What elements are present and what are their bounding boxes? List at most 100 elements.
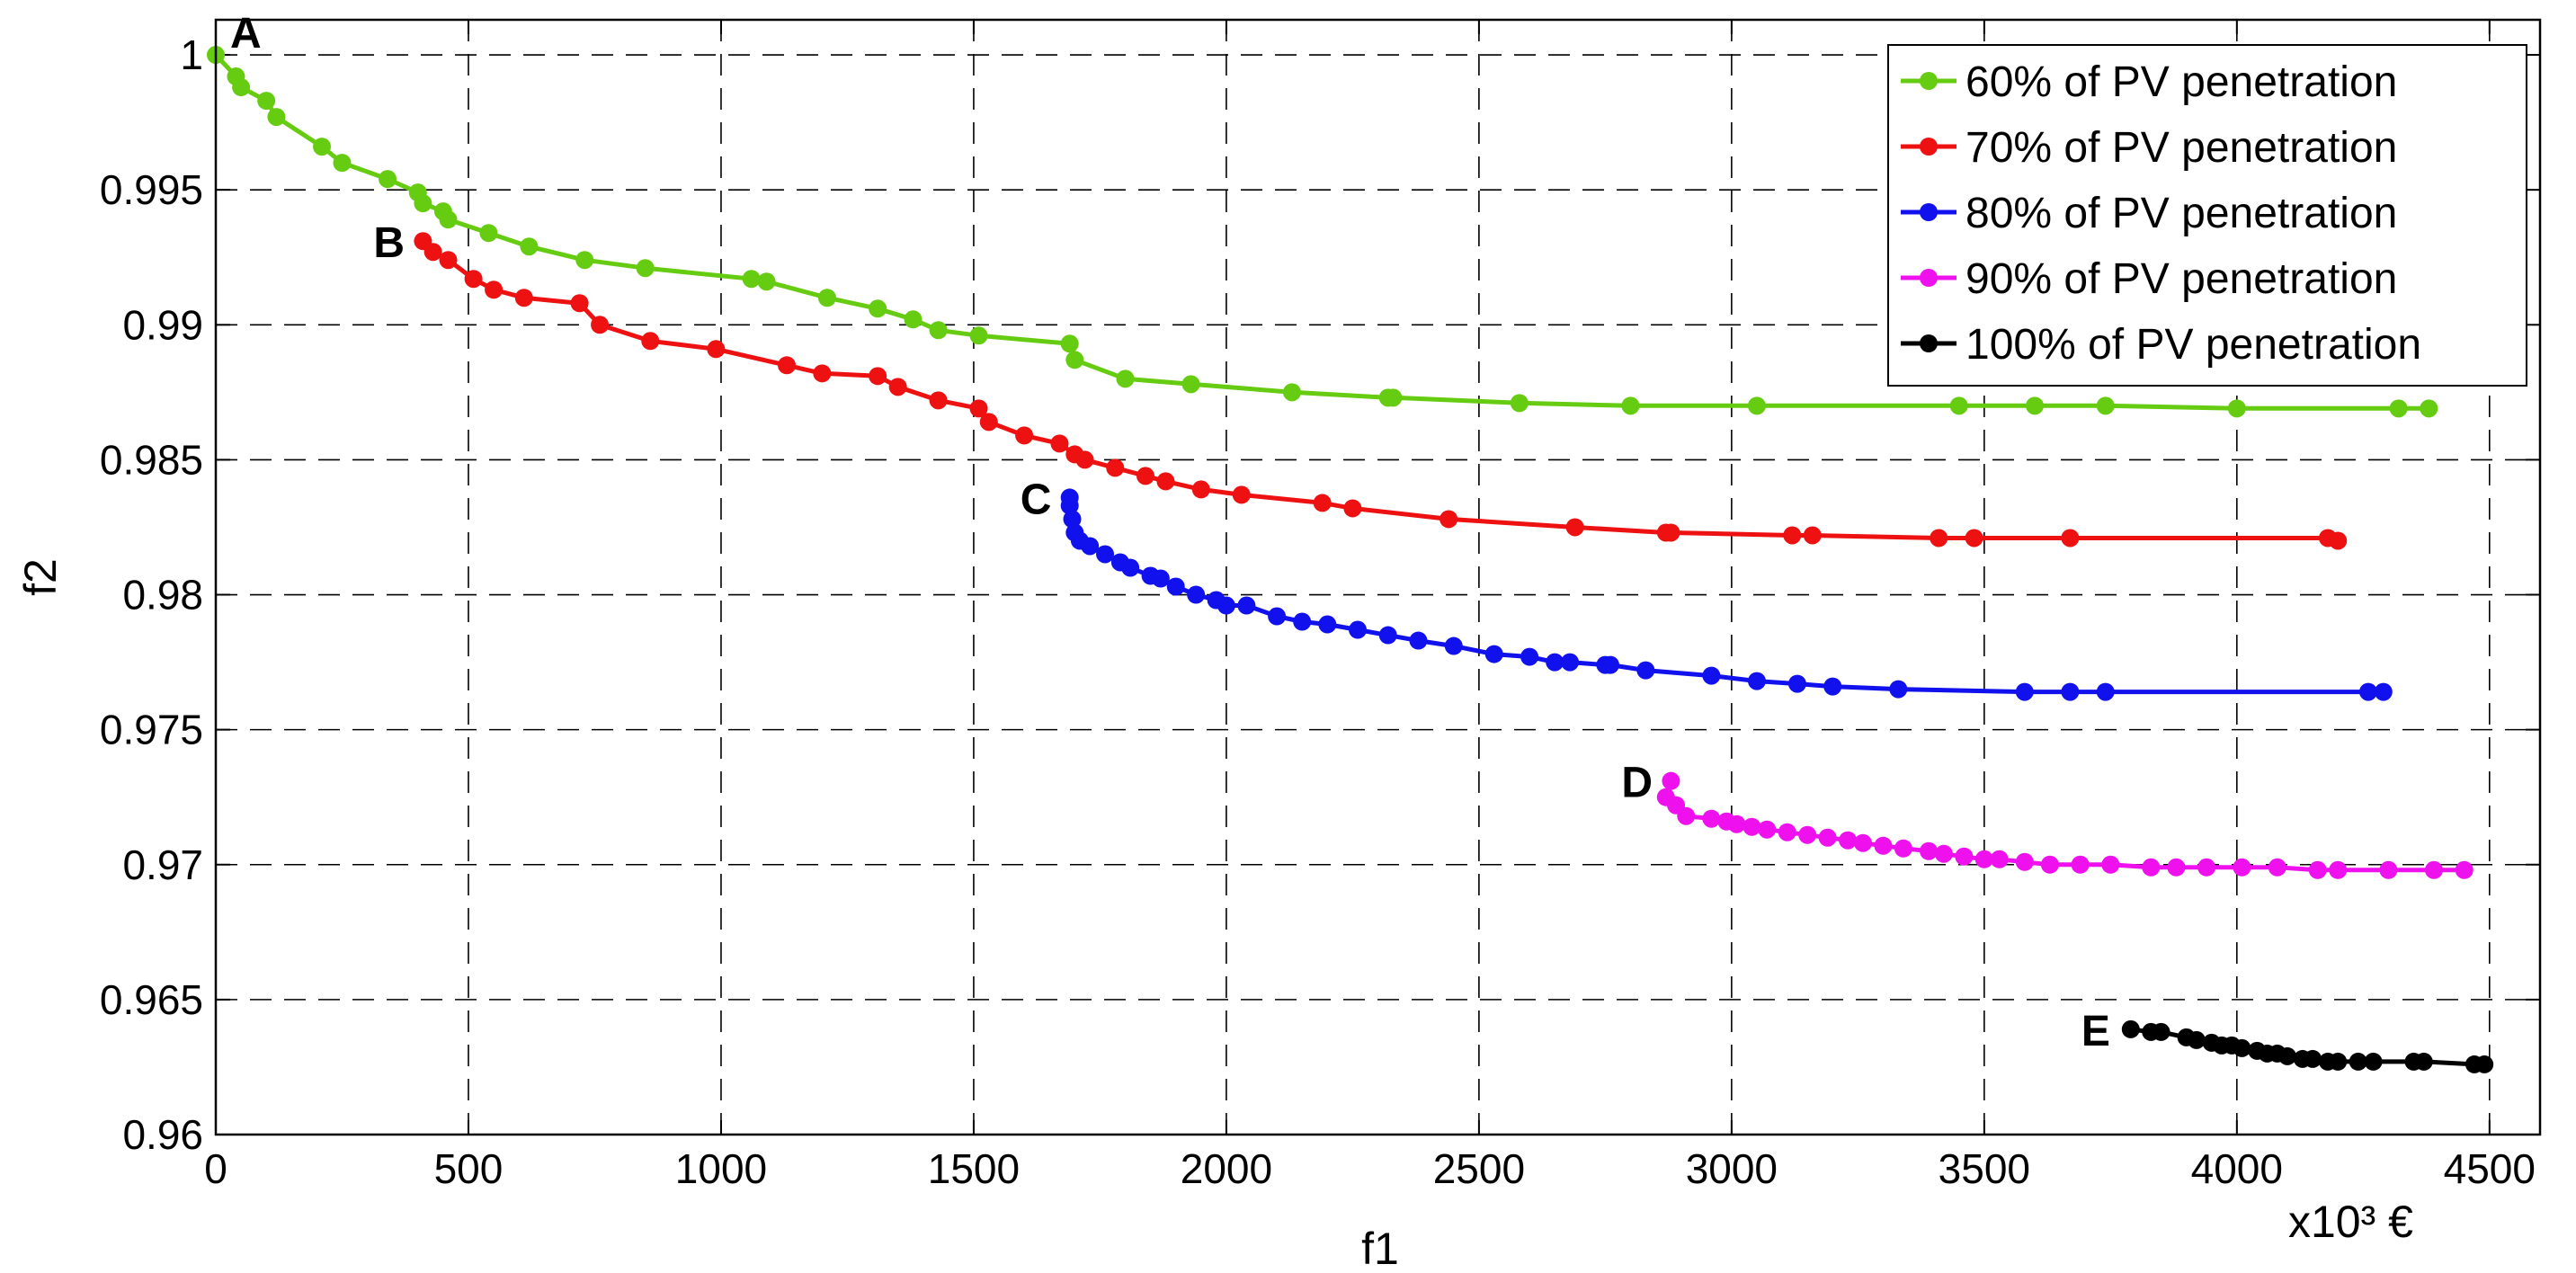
legend-swatch-marker: [1920, 72, 1938, 90]
data-point: [2424, 860, 2443, 879]
point-label-d: D: [1621, 760, 1653, 807]
data-point: [479, 224, 498, 243]
y-tick-label: 0.975: [100, 707, 203, 753]
data-point: [2071, 855, 2090, 874]
x-axis-unit: x10³ €: [2288, 1197, 2413, 1247]
data-point: [904, 310, 923, 329]
data-point: [1702, 666, 1721, 685]
data-point: [1232, 485, 1251, 504]
data-point: [379, 170, 397, 189]
data-point: [1116, 369, 1135, 388]
data-point: [1894, 839, 1912, 858]
series-2: [414, 232, 2348, 550]
data-point: [2414, 1052, 2433, 1071]
point-label-e: E: [2081, 1008, 2110, 1055]
data-point: [2308, 860, 2327, 879]
data-point: [2455, 860, 2473, 879]
data-point: [1747, 672, 1766, 690]
data-point: [570, 294, 589, 313]
data-point: [636, 259, 655, 278]
data-point: [2061, 682, 2080, 701]
y-tick-label: 0.985: [100, 436, 203, 483]
data-point: [778, 356, 797, 375]
data-point: [2329, 860, 2348, 879]
data-point: [485, 280, 504, 299]
data-point: [707, 340, 726, 359]
y-tick-label: 0.96: [122, 1111, 203, 1158]
data-point: [1803, 526, 1822, 545]
data-point: [1702, 809, 1721, 828]
data-point: [869, 367, 887, 386]
data-point: [232, 78, 251, 97]
data-point: [414, 194, 432, 213]
legend-label: 60% of PV penetration: [1965, 58, 2397, 106]
data-point: [2096, 396, 2115, 415]
data-point: [1601, 655, 1619, 674]
data-point: [1106, 458, 1125, 477]
data-point: [1384, 388, 1403, 407]
data-point: [1823, 677, 1842, 696]
data-point: [1217, 596, 1235, 615]
series-1: [207, 46, 2438, 418]
data-point: [969, 399, 988, 418]
data-point: [1313, 494, 1332, 512]
data-point: [2026, 396, 2045, 415]
data-point: [1318, 615, 1337, 634]
data-point: [1520, 647, 1539, 666]
data-point: [1930, 529, 1948, 547]
data-point: [1853, 833, 1872, 852]
data-point: [2329, 531, 2348, 550]
data-point: [1990, 850, 2009, 868]
series-5: [2121, 1019, 2494, 1073]
data-point: [1268, 607, 1287, 626]
y-tick-label: 0.98: [122, 572, 203, 619]
data-point: [817, 289, 836, 307]
data-point: [2061, 529, 2080, 547]
data-point: [1440, 510, 1458, 529]
data-point: [813, 364, 832, 383]
data-point: [1237, 596, 1256, 615]
data-point: [2015, 852, 2034, 871]
data-point: [1787, 674, 1806, 693]
data-point: [1378, 626, 1397, 645]
y-tick-label: 0.965: [100, 976, 203, 1023]
data-point: [1343, 499, 1362, 518]
data-point: [1081, 537, 1100, 556]
data-point: [1063, 510, 1082, 529]
data-point: [1156, 472, 1175, 491]
data-point: [2227, 399, 2246, 418]
data-point: [1565, 518, 1584, 537]
data-point: [1783, 526, 1802, 545]
data-point: [1758, 820, 1777, 839]
data-point: [1546, 653, 1564, 672]
point-labels: A B C D E: [230, 10, 2110, 1055]
data-point: [1349, 620, 1368, 639]
legend-label: 90% of PV penetration: [1965, 255, 2397, 303]
x-tick-label: 2500: [1433, 1145, 1525, 1192]
data-point: [2233, 858, 2251, 877]
data-point: [1818, 828, 1837, 847]
data-point: [313, 138, 332, 156]
data-point: [929, 391, 948, 410]
legend-item: 80% of PV penetration: [1901, 190, 2397, 237]
data-point: [2015, 682, 2034, 701]
plot-frame: [214, 18, 2542, 1136]
data-point: [1955, 847, 1974, 866]
legend-swatch-marker: [1920, 138, 1938, 156]
legend-item: 60% of PV penetration: [1901, 58, 2397, 106]
data-point: [1121, 558, 1140, 577]
data-point: [1839, 831, 1858, 850]
data-point: [464, 270, 483, 289]
data-point: [2329, 1052, 2348, 1071]
data-point: [2101, 855, 2120, 874]
x-tick-label: 4500: [2444, 1145, 2536, 1192]
data-point: [1974, 850, 1993, 868]
data-point: [1166, 577, 1185, 596]
data-point: [1060, 496, 1079, 515]
y-axis-ticks: 0.96 0.965 0.97 0.975 0.98 0.985 0.99 0.995 1: [100, 31, 2540, 1158]
data-point: [1484, 645, 1503, 663]
data-point: [2187, 1030, 2206, 1049]
data-point: [969, 326, 988, 345]
data-point: [757, 272, 776, 291]
